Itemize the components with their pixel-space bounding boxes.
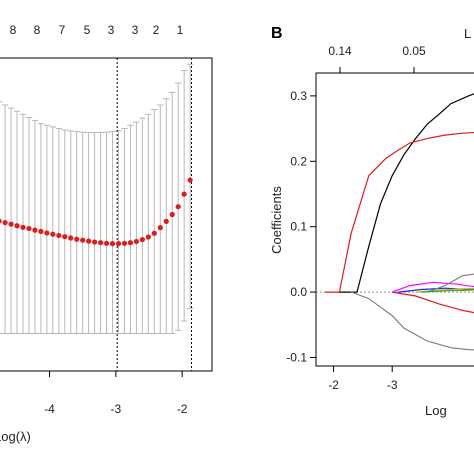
cv-point xyxy=(175,204,181,210)
y-tick-label: 0.2 xyxy=(290,154,307,168)
cv-point xyxy=(80,237,86,243)
cv-point xyxy=(97,240,104,246)
x-tick-label: -2 xyxy=(328,378,339,392)
coefficient-path xyxy=(392,291,474,314)
cv-point xyxy=(133,238,139,245)
cv-point xyxy=(103,240,110,246)
top-tick-label: 0.14 xyxy=(328,44,352,58)
cv-point xyxy=(187,177,193,183)
cv-point xyxy=(109,241,116,247)
y-tick-label: 0.1 xyxy=(290,220,307,234)
cv-point xyxy=(74,236,80,242)
top-tick-label: 8 xyxy=(34,23,41,37)
coefficient-path xyxy=(415,287,474,293)
cv-point xyxy=(181,191,187,197)
cv-point xyxy=(86,238,92,244)
cv-point xyxy=(92,239,98,245)
top-tick-label: 8 xyxy=(10,23,17,37)
cv-point xyxy=(44,230,50,236)
y-tick-label: 0.0 xyxy=(290,285,307,299)
panel-b-top-ticks: 0.14 0.05 xyxy=(328,44,426,73)
x-tick-label: -3 xyxy=(387,378,398,392)
cv-point xyxy=(20,224,26,230)
top-tick-label: 3 xyxy=(108,23,115,37)
cv-point xyxy=(0,218,2,224)
cv-point xyxy=(121,240,128,246)
cv-error-points xyxy=(0,177,193,247)
cv-point xyxy=(145,234,151,240)
panel-a-x-axis-label: Log(λ) xyxy=(0,429,31,444)
x-tick-label: -4 xyxy=(44,402,55,416)
cv-point xyxy=(38,228,44,235)
cv-point xyxy=(8,221,14,227)
panel-b-x-axis-label: Log xyxy=(425,403,447,418)
cv-point xyxy=(14,223,20,229)
cv-point xyxy=(2,220,8,226)
panel-b-x-ticks: -2 -3 xyxy=(328,366,398,392)
coefficient-path xyxy=(391,281,474,293)
cv-error-bars xyxy=(0,63,194,334)
coefficient-path xyxy=(421,289,474,293)
x-tick-label: -2 xyxy=(177,402,188,416)
coefficient-path xyxy=(350,291,474,351)
cv-point xyxy=(163,218,169,224)
panel-b-frame xyxy=(315,72,474,367)
cv-point xyxy=(115,241,122,247)
panel-b-y-ticks: 0.3 0.2 0.1 0.0 -0.1 xyxy=(286,89,316,364)
panel-b-letter: B xyxy=(271,25,283,42)
y-tick-label: -0.1 xyxy=(286,350,307,364)
panel-a-frame xyxy=(0,57,213,372)
panel-b-top-axis-label: L xyxy=(464,26,471,41)
y-tick-label: 0.3 xyxy=(290,89,307,103)
cv-point xyxy=(68,235,74,241)
top-tick-label: 0.05 xyxy=(402,44,426,58)
cv-point xyxy=(50,231,56,237)
cv-point xyxy=(62,234,68,240)
top-tick-label: 5 xyxy=(84,23,91,37)
lambda-vlines xyxy=(116,58,192,371)
x-tick-label: -3 xyxy=(111,402,122,416)
coefficient-path xyxy=(339,93,474,293)
top-tick-label: 1 xyxy=(177,23,184,37)
cv-point xyxy=(32,227,38,233)
panel-b-coefficient-lines xyxy=(324,93,474,351)
panel-b-y-axis-label: Coefficients xyxy=(269,186,284,254)
panel-b-coefficient-paths: B L 0.14 0.05 0.3 0.2 0.1 0.0 -0.1 -2 -3 Coeff… xyxy=(269,25,474,418)
cv-point xyxy=(127,240,134,246)
cv-point xyxy=(157,225,163,231)
cv-point xyxy=(169,211,175,218)
coefficient-path xyxy=(427,273,474,293)
coefficient-path xyxy=(398,287,474,293)
cv-point xyxy=(151,230,157,236)
coefficient-path xyxy=(324,131,474,293)
top-tick-label: 3 xyxy=(132,23,139,37)
top-tick-label: 7 xyxy=(59,23,66,37)
cv-point xyxy=(139,236,145,243)
panel-a-x-ticks: -4 -3 -2 xyxy=(44,371,188,416)
cv-point xyxy=(26,225,32,232)
cv-point xyxy=(56,232,62,239)
top-tick-label: 2 xyxy=(153,23,160,37)
